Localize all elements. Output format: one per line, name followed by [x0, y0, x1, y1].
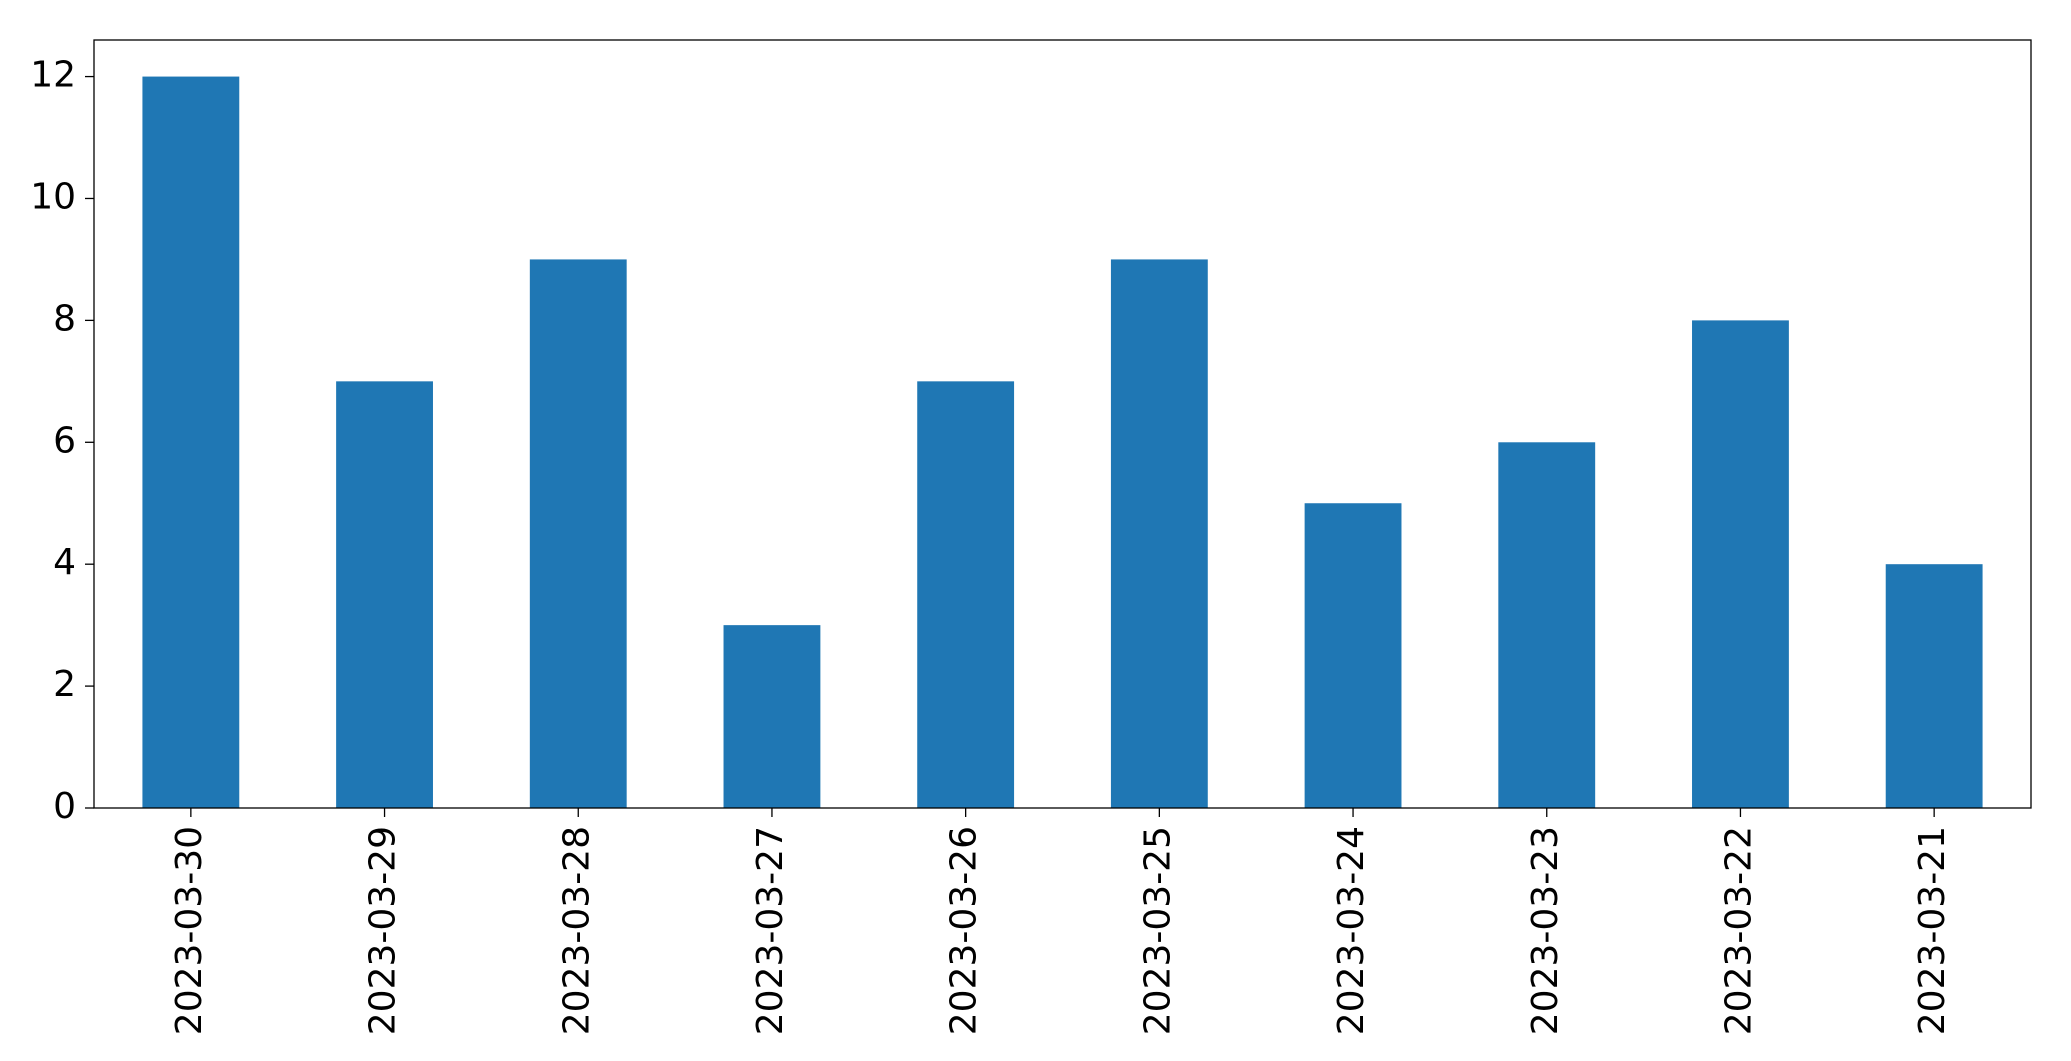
x-tick-label: 2023-03-24 — [1331, 826, 1372, 1035]
y-tick-label: 12 — [30, 55, 76, 96]
bar — [529, 259, 627, 808]
x-tick-label: 2023-03-26 — [944, 826, 985, 1035]
x-tick-label: 2023-03-30 — [169, 826, 210, 1035]
y-tick-label: 2 — [53, 664, 76, 705]
x-tick-label: 2023-03-25 — [1137, 826, 1178, 1035]
x-tick-label: 2023-03-29 — [363, 826, 404, 1035]
y-tick-label: 0 — [53, 786, 76, 827]
y-tick-label: 10 — [30, 176, 76, 217]
bar — [1885, 564, 1983, 808]
bar — [1498, 442, 1596, 808]
y-tick-label: 8 — [53, 298, 76, 339]
bar — [917, 381, 1015, 808]
y-tick-label: 6 — [53, 420, 76, 461]
x-tick-label: 2023-03-21 — [1912, 826, 1953, 1035]
x-tick-label: 2023-03-22 — [1718, 826, 1759, 1035]
bar — [1304, 503, 1402, 808]
bar — [723, 625, 821, 808]
bar — [336, 381, 433, 808]
x-tick-label: 2023-03-27 — [750, 826, 791, 1035]
bar — [1110, 259, 1208, 808]
y-tick-label: 4 — [53, 542, 76, 583]
bar — [142, 76, 240, 809]
plot-frame — [93, 39, 2032, 809]
x-tick-label: 2023-03-28 — [556, 826, 597, 1035]
bar — [1692, 320, 1789, 808]
x-tick-label: 2023-03-23 — [1525, 826, 1566, 1035]
